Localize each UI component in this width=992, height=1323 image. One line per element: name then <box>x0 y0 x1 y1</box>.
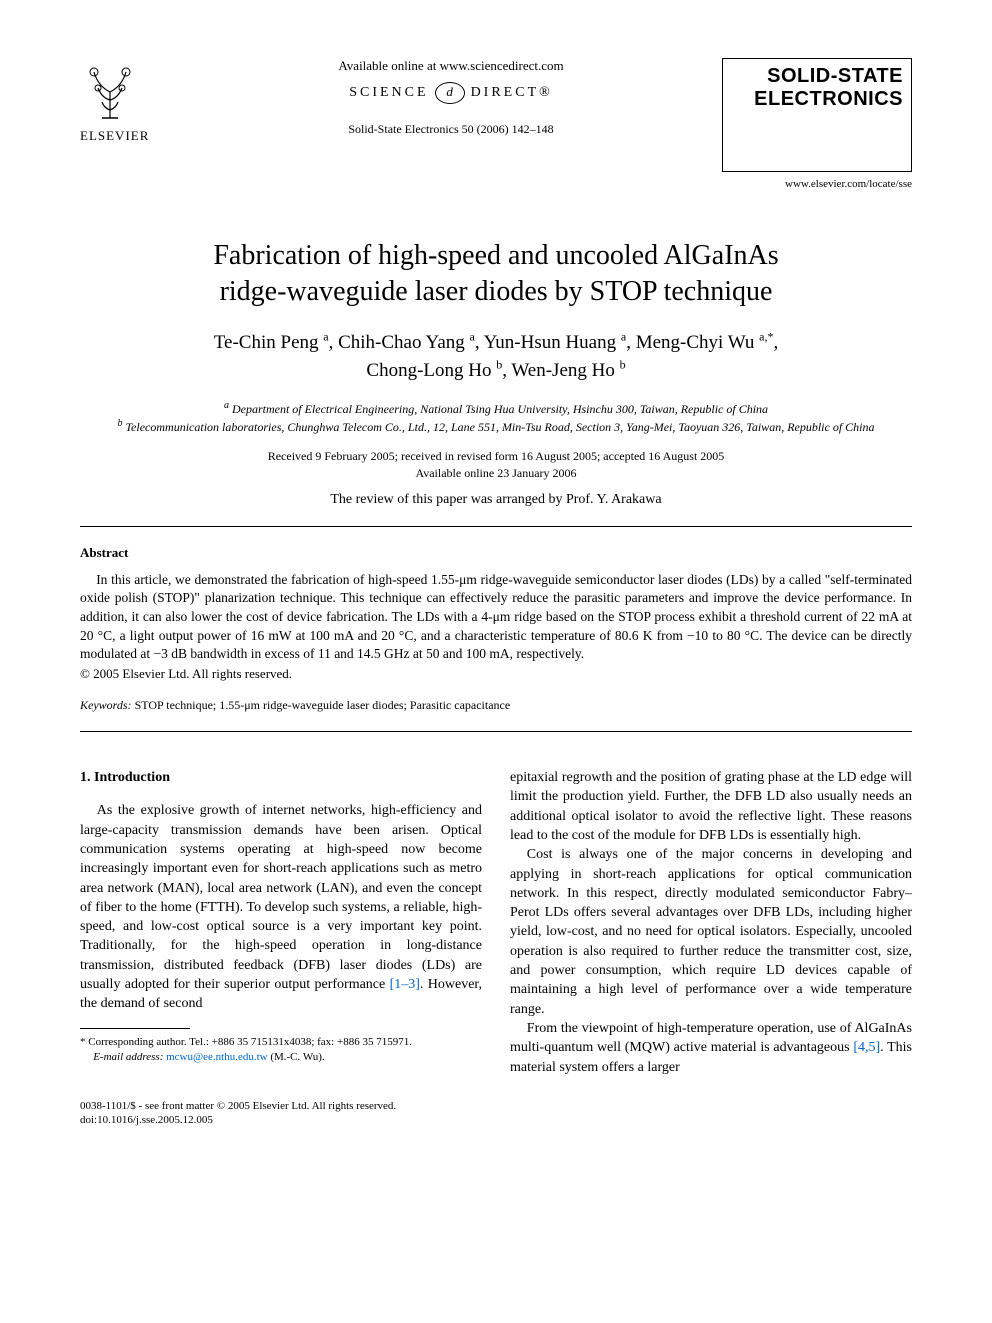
science-text: SCIENCE <box>349 85 428 101</box>
reviewer-note: The review of this paper was arranged by… <box>80 492 912 508</box>
body-columns: 1. Introduction As the explosive growth … <box>80 768 912 1077</box>
authors-line1: Te-Chin Peng a, Chih-Chao Yang a, Yun-Hs… <box>214 332 778 353</box>
journal-box-wrap: SOLID-STATE ELECTRONICS www.elsevier.com… <box>722 58 912 190</box>
authors: Te-Chin Peng a, Chih-Chao Yang a, Yun-Hs… <box>80 329 912 385</box>
right-p3-a: From the viewpoint of high-temperature o… <box>510 1021 912 1055</box>
authors-line2: Chong-Long Ho b, Wen-Jeng Ho b <box>366 360 625 381</box>
footnote-email-label: E-mail address: <box>93 1051 163 1063</box>
publisher-block: ELSEVIER <box>80 58 180 144</box>
left-column: 1. Introduction As the explosive growth … <box>80 768 482 1077</box>
divider-bottom <box>80 731 912 732</box>
footnote-separator <box>80 1028 190 1029</box>
divider-top <box>80 526 912 527</box>
journal-box: SOLID-STATE ELECTRONICS <box>722 58 912 172</box>
title-line2: ridge-waveguide laser diodes by STOP tec… <box>220 276 773 307</box>
keywords: Keywords: STOP technique; 1.55-μm ridge-… <box>80 698 912 713</box>
sciencedirect-logo: SCIENCE d DIRECT® <box>349 82 553 104</box>
page-footer: 0038-1101/$ - see front matter © 2005 El… <box>80 1099 912 1128</box>
keywords-label: Keywords: <box>80 698 132 712</box>
abstract-body: In this article, we demonstrated the fab… <box>80 571 912 664</box>
footnote-email-suffix: (M.-C. Wu). <box>268 1051 325 1063</box>
abstract-copyright: © 2005 Elsevier Ltd. All rights reserved… <box>80 666 912 682</box>
journal-url[interactable]: www.elsevier.com/locate/sse <box>722 178 912 190</box>
affil-b: Telecommunication laboratories, Chunghwa… <box>125 420 874 434</box>
right-para-2: Cost is always one of the major concerns… <box>510 845 912 1019</box>
dates-line2: Available online 23 January 2006 <box>415 466 576 480</box>
elsevier-tree-icon <box>80 58 140 122</box>
keywords-body: STOP technique; 1.55-μm ridge-waveguide … <box>132 698 511 712</box>
ref-link-4-5[interactable]: [4,5] <box>853 1040 880 1055</box>
right-para-3: From the viewpoint of high-temperature o… <box>510 1019 912 1077</box>
available-online-text: Available online at www.sciencedirect.co… <box>180 58 722 74</box>
footnote-corr-text: * Corresponding author. Tel.: +886 35 71… <box>80 1036 412 1048</box>
footnote-corresponding: * Corresponding author. Tel.: +886 35 71… <box>80 1035 482 1065</box>
publisher-name: ELSEVIER <box>80 128 180 144</box>
section-1-heading: 1. Introduction <box>80 768 482 787</box>
header-row: ELSEVIER Available online at www.science… <box>80 58 912 190</box>
journal-name-line1: SOLID-STATE <box>731 65 903 88</box>
title-line1: Fabrication of high-speed and uncooled A… <box>213 240 778 271</box>
journal-reference: Solid-State Electronics 50 (2006) 142–14… <box>180 122 722 137</box>
right-column: epitaxial regrowth and the position of g… <box>510 768 912 1077</box>
dates-line1: Received 9 February 2005; received in re… <box>268 449 725 463</box>
paper-title: Fabrication of high-speed and uncooled A… <box>80 238 912 311</box>
intro-text-a: As the explosive growth of internet netw… <box>80 803 482 992</box>
intro-para-left: As the explosive growth of internet netw… <box>80 801 482 1013</box>
affil-a: Department of Electrical Engineering, Na… <box>232 402 768 416</box>
d-glyph-icon: d <box>435 82 465 104</box>
footnote-email-link[interactable]: mcwu@ee.nthu.edu.tw <box>166 1051 267 1063</box>
paper-page: ELSEVIER Available online at www.science… <box>0 0 992 1168</box>
footer-line1: 0038-1101/$ - see front matter © 2005 El… <box>80 1100 396 1112</box>
journal-name-line2: ELECTRONICS <box>731 88 903 111</box>
center-header: Available online at www.sciencedirect.co… <box>180 58 722 137</box>
direct-text: DIRECT® <box>471 85 553 101</box>
affiliations: a Department of Electrical Engineering, … <box>80 399 912 437</box>
ref-link-1-3[interactable]: [1–3] <box>390 977 420 992</box>
right-para-1: epitaxial regrowth and the position of g… <box>510 768 912 845</box>
dates: Received 9 February 2005; received in re… <box>80 448 912 482</box>
abstract-heading: Abstract <box>80 545 912 561</box>
footer-line2: doi:10.1016/j.sse.2005.12.005 <box>80 1114 213 1126</box>
